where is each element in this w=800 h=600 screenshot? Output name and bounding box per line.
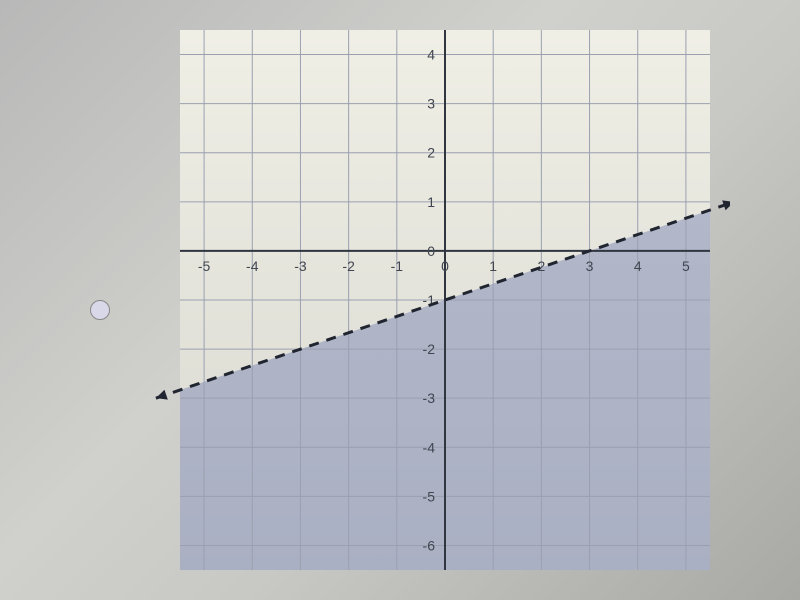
y-tick-label: -6 [423,537,436,553]
y-tick-label: -5 [423,488,436,504]
line-arrow [156,390,168,400]
y-tick-label: 2 [427,145,435,161]
chart-svg: -5-4-3-2-1012345-6-5-4-3-2-101234 [150,20,730,580]
y-tick-label: -4 [423,439,436,455]
y-tick-label: -2 [423,341,436,357]
y-tick-label: -3 [423,390,436,406]
x-tick-label: -1 [391,258,404,274]
x-tick-label: 0 [441,258,449,274]
y-tick-label: 4 [427,47,435,63]
x-tick-label: -2 [342,258,355,274]
x-tick-label: -3 [294,258,307,274]
x-tick-label: 5 [682,258,690,274]
y-tick-label: 0 [427,243,435,259]
x-tick-label: -5 [198,258,211,274]
x-tick-label: -4 [246,258,259,274]
x-tick-label: 3 [586,258,594,274]
y-tick-label: 3 [427,96,435,112]
x-tick-label: 4 [634,258,642,274]
x-tick-label: 1 [489,258,497,274]
inequality-chart: -5-4-3-2-1012345-6-5-4-3-2-101234 [150,20,730,580]
x-tick-label: 2 [537,258,545,274]
y-tick-label: 1 [427,194,435,210]
option-radio[interactable] [90,300,110,320]
